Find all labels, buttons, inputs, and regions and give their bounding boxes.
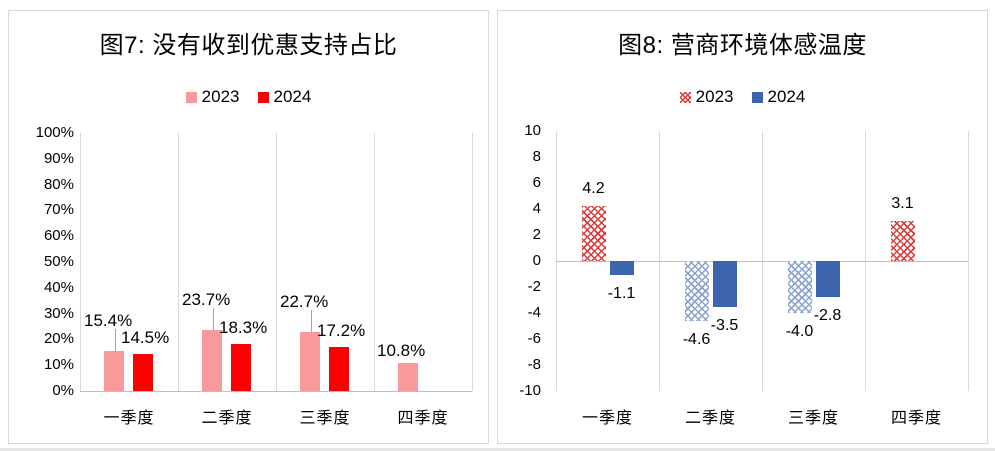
x-tick-label: 一季度 (103, 410, 155, 427)
label-leader-line (213, 307, 214, 330)
label-leader-line (311, 310, 312, 333)
x-axis-line (80, 391, 472, 392)
data-label-2023-q1: 15.4% (84, 311, 133, 331)
legend-label-2023: 2023 (695, 87, 734, 106)
chart-title: 图7: 没有收到优惠支持占比 (99, 32, 398, 59)
page-bottom-divider (0, 448, 995, 451)
y-tick-label: 40% (43, 279, 74, 296)
gridline (968, 131, 969, 391)
y-tick-label: 6 (532, 174, 541, 191)
bar-2024-q1 (133, 353, 153, 391)
data-label-2023-q4: 3.1 (891, 194, 914, 212)
x-tick-label: 四季度 (890, 410, 942, 427)
bar-2023-q2 (202, 329, 222, 391)
data-label-2024-q2: 18.3% (219, 317, 268, 337)
y-tick-label: 0% (52, 382, 74, 399)
y-tick-label: 0 (532, 252, 541, 269)
y-tick-label: 50% (43, 253, 74, 270)
bar-2023-q4 (890, 220, 915, 261)
data-label-2024-q3: -2.8 (813, 307, 842, 325)
data-label-2023-q2: -4.6 (682, 330, 711, 348)
bar-2024-q2 (712, 261, 737, 307)
bar-2024-q1 (609, 261, 634, 276)
bar-2024-q2 (231, 343, 251, 391)
x-tick-label: 三季度 (787, 410, 839, 427)
bar-2024-q3 (329, 346, 349, 391)
bar-2023-q4 (398, 363, 418, 391)
plot-area: 10 8 6 4 2 0 -2 -4 -6 -8 -10 一季度 二季度 三季度 四季度 4.2 -4.6 -4.… (498, 11, 987, 443)
legend-item-2024: 2024 (257, 87, 312, 107)
plot-area: 0% 10% 20% 30% 40% 50% 60% 70% 80% 90% 100% 一季度 二季度 三… (9, 11, 488, 443)
y-tick-label: 100% (35, 124, 74, 141)
gridline (80, 133, 81, 391)
bar-2023-q2 (684, 261, 709, 321)
data-label-2024-q2: -3.5 (710, 316, 739, 334)
y-tick-label: -4 (527, 304, 541, 321)
x-axis-line (556, 261, 968, 262)
gridline (374, 133, 375, 391)
chart-title: 图8: 营商环境体感温度 (618, 32, 867, 59)
legend: 2023 2024 (9, 87, 488, 107)
gridline (178, 133, 179, 391)
y-tick-label: 90% (43, 150, 74, 167)
y-tick-label: -6 (527, 330, 541, 347)
x-tick-label: 二季度 (684, 410, 736, 427)
legend-swatch-2024 (257, 91, 269, 103)
legend-swatch-2023 (679, 91, 691, 103)
label-leader-line (115, 329, 116, 352)
x-tick-label: 三季度 (299, 410, 351, 427)
bar-2023-q1 (581, 206, 606, 261)
bar-2023-q3 (300, 332, 320, 391)
gridline (276, 133, 277, 391)
y-tick-label: 10% (43, 356, 74, 373)
y-tick-label: 80% (43, 176, 74, 193)
x-tick-label: 四季度 (397, 410, 449, 427)
legend-item-2023: 2023 (679, 87, 734, 107)
y-tick-label: 70% (43, 201, 74, 218)
y-tick-label: 4 (532, 200, 541, 217)
bar-2023-q3 (787, 261, 812, 313)
data-label-2024-q1: 14.5% (121, 327, 170, 347)
y-tick-label: 2 (532, 226, 541, 243)
data-label-2023-q4: 10.8% (377, 341, 426, 361)
legend-item-2023: 2023 (185, 87, 240, 107)
legend-swatch-2023 (185, 91, 197, 103)
y-tick-label: -2 (527, 278, 541, 295)
figure8-chart-panel: 图8: 营商环境体感温度 2023 2024 10 8 6 4 2 0 -2 -4 -6 -8 -10… (497, 10, 988, 444)
bar-2024-q3 (815, 261, 840, 298)
y-tick-label: -8 (527, 356, 541, 373)
data-label-2023-q2: 23.7% (182, 289, 231, 309)
legend-label-2024: 2024 (273, 87, 312, 106)
bar-2023-q1 (104, 351, 124, 391)
legend: 2023 2024 (498, 87, 987, 107)
gridline (472, 133, 473, 391)
data-label-2023-q3: -4.0 (785, 323, 814, 340)
data-label-2024-q3: 17.2% (317, 320, 366, 340)
data-label-2024-q1: -1.1 (607, 285, 636, 303)
y-tick-label: 8 (532, 148, 541, 165)
y-tick-label: -10 (519, 382, 541, 399)
legend-label-2024: 2024 (767, 87, 806, 106)
x-tick-label: 二季度 (201, 410, 253, 427)
legend-label-2023: 2023 (201, 87, 240, 106)
y-tick-label: 30% (43, 305, 74, 322)
x-tick-label: 一季度 (581, 410, 633, 427)
y-tick-label: 60% (43, 227, 74, 244)
legend-item-2024: 2024 (751, 87, 806, 107)
y-tick-label: 10 (524, 122, 541, 139)
figure7-chart-panel: 图7: 没有收到优惠支持占比 2023 2024 0% 10% 20% 30% 40% 50… (8, 10, 489, 444)
data-label-2023-q3: 22.7% (280, 292, 329, 312)
legend-swatch-2024 (751, 91, 763, 103)
data-label-2023-q1: 4.2 (582, 180, 605, 198)
y-tick-label: 20% (43, 330, 74, 347)
